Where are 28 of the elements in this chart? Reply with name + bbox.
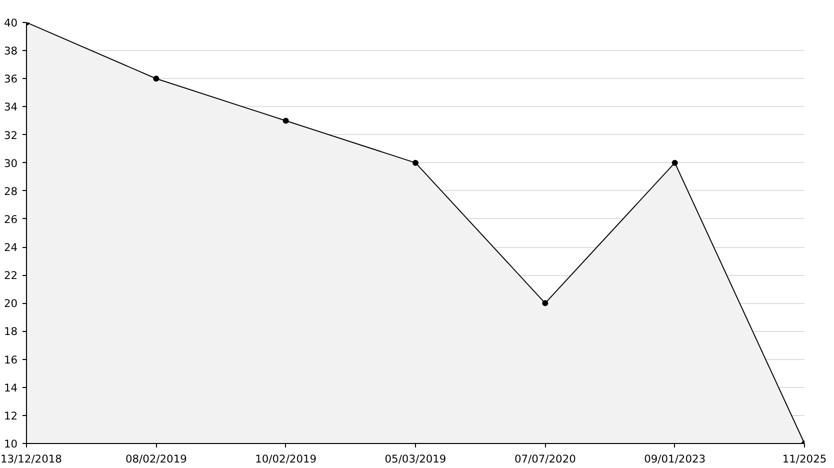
- y-tick-label: 10: [4, 438, 18, 450]
- y-tick-label: 18: [4, 325, 18, 338]
- y-tick-label: 30: [4, 156, 18, 170]
- y-tick-label: 16: [4, 353, 18, 366]
- x-tick-label: 11/2025: [782, 452, 827, 466]
- point: [542, 300, 548, 306]
- x-tick-label: 10/02/2019: [255, 452, 317, 466]
- point: [672, 160, 678, 166]
- y-tick-label: 20: [4, 297, 18, 310]
- y-tick-label: 34: [4, 100, 18, 114]
- point: [153, 76, 160, 82]
- y-tick-label: 40: [4, 16, 18, 30]
- x-tick-label: 07/07/2020: [514, 452, 576, 466]
- y-tick-label: 26: [4, 212, 18, 226]
- y-tick-label: 12: [4, 409, 18, 422]
- x-tick-label: 09/01/2023: [644, 452, 706, 466]
- x-tick-label: 13/12/2018: [0, 452, 62, 466]
- y-tick-label: 32: [4, 128, 18, 142]
- y-tick-label: 22: [4, 269, 18, 282]
- x-tick-label: 05/03/2019: [384, 452, 446, 466]
- y-tick-label: 36: [4, 72, 18, 86]
- y-tick-label: 38: [4, 44, 18, 58]
- y-tick-label: 14: [4, 381, 18, 394]
- y-tick-label: 28: [4, 184, 18, 198]
- point: [282, 118, 289, 124]
- x-tick-label: 08/02/2019: [125, 452, 188, 466]
- y-tick-label: 24: [4, 241, 18, 254]
- point: [412, 160, 418, 166]
